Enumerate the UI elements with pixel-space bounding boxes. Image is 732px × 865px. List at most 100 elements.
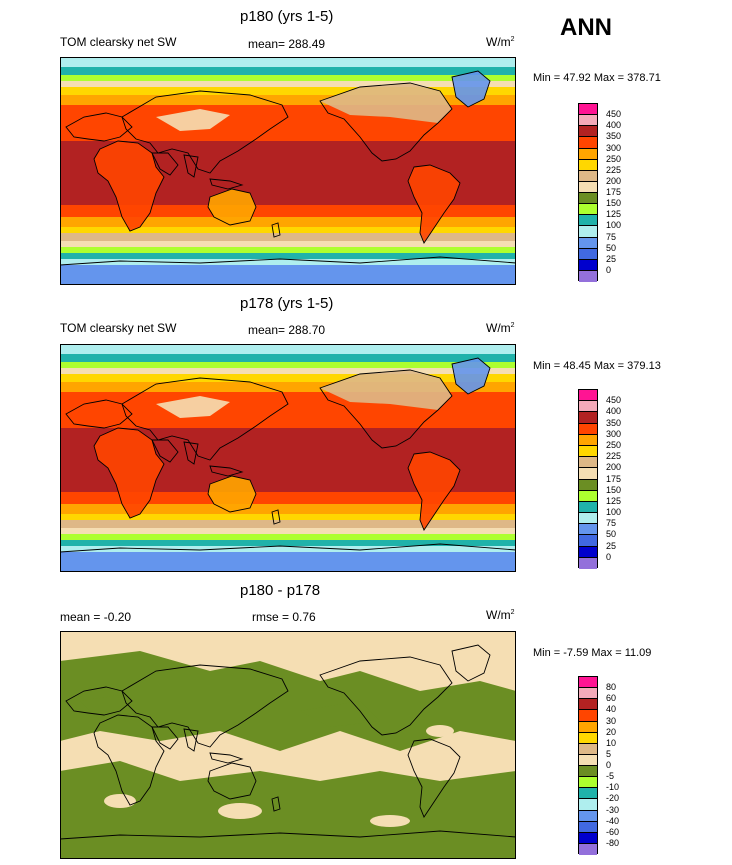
- map-diff-region: [80, 695, 140, 721]
- colorbar-swatch: [579, 766, 597, 778]
- colorbar-tick-label: 0: [606, 264, 612, 275]
- colorbar-swatch: [579, 412, 597, 424]
- map-diff-region: [152, 743, 188, 759]
- coastline: [60, 543, 516, 572]
- colorbar-tick-label: -80: [606, 837, 620, 848]
- colorbar-tick-label: 25: [606, 540, 617, 551]
- map-frame: [60, 57, 516, 285]
- colorbar-swatch: [579, 788, 597, 800]
- colorbar-swatch: [579, 423, 597, 435]
- colorbar-swatch: [579, 546, 597, 558]
- colorbar-tick-label: 400: [606, 120, 622, 131]
- colorbar-swatch: [579, 215, 597, 227]
- map-band: [60, 382, 516, 392]
- colorbar-tick-label: 400: [606, 406, 622, 417]
- panel-3-title: p180 - p178: [240, 582, 321, 599]
- panel-2-units: W/m2: [486, 321, 515, 335]
- coastline: [209, 178, 244, 190]
- coastline: [407, 738, 461, 818]
- map-band: [60, 57, 516, 67]
- map-band: [60, 546, 516, 552]
- colorbar-swatch: [579, 754, 597, 766]
- map-diff-region: [336, 751, 384, 771]
- coastline: [93, 427, 165, 519]
- map-diff-region: [218, 803, 262, 819]
- colorbar-swatch: [579, 390, 597, 402]
- colorbar-tick-label: -40: [606, 815, 620, 826]
- colorbar-swatch: [579, 457, 597, 469]
- colorbar-swatch: [579, 535, 597, 547]
- colorbar-tick-label: 100: [606, 220, 622, 231]
- colorbar-swatch: [579, 270, 597, 282]
- colorbar-swatch: [579, 126, 597, 138]
- coastline: [151, 439, 199, 465]
- colorbar-swatch: [579, 237, 597, 249]
- colorbar-tick-label: 150: [606, 198, 622, 209]
- colorbar-tick-label: 10: [606, 737, 617, 748]
- map-land-fill: [452, 71, 490, 107]
- colorbar-swatch: [579, 479, 597, 491]
- colorbar-swatch: [579, 226, 597, 238]
- colorbar-tick-label: 300: [606, 428, 622, 439]
- map-diff-region: [300, 701, 380, 727]
- colorbar-tick-label: 450: [606, 109, 622, 120]
- colorbar-tick-label: 250: [606, 153, 622, 164]
- colorbar-tick-label: -60: [606, 826, 620, 837]
- colorbar-swatch: [579, 832, 597, 844]
- panel-3-colorbar: [578, 676, 598, 855]
- map-band: [60, 205, 516, 217]
- colorbar-tick-label: -10: [606, 782, 620, 793]
- colorbar-swatch: [579, 810, 597, 822]
- colorbar-swatch: [579, 524, 597, 536]
- map-land-fill: [94, 141, 164, 231]
- panel-3-minmax: Min = -7.59 Max = 11.09: [533, 647, 652, 659]
- map-band: [60, 95, 516, 105]
- map-band: [60, 265, 516, 285]
- coastline: [319, 82, 453, 162]
- panel-1-variable: TOM clearsky net SW: [60, 35, 177, 49]
- map-land-fill: [320, 83, 452, 123]
- map-land-fill: [208, 476, 256, 512]
- colorbar-swatch: [579, 159, 597, 171]
- coastline: [451, 357, 491, 395]
- colorbar-swatch: [579, 193, 597, 205]
- colorbar-tick-label: 30: [606, 715, 617, 726]
- panel-1-title: p180 (yrs 1-5): [240, 8, 334, 25]
- coastline: [407, 164, 461, 244]
- colorbar-tick-label: 200: [606, 175, 622, 186]
- colorbar-swatch: [579, 204, 597, 216]
- colorbar-tick-label: 75: [606, 231, 617, 242]
- coastline: [271, 796, 281, 812]
- map-band: [60, 227, 516, 233]
- panel-2-variable: TOM clearsky net SW: [60, 321, 177, 335]
- map-diff-region: [60, 761, 516, 859]
- coastline: [121, 90, 289, 174]
- panel-3-map-svg: [60, 631, 516, 859]
- map-band: [60, 520, 516, 528]
- colorbar-swatch: [579, 259, 597, 271]
- colorbar-tick-label: 80: [606, 682, 617, 693]
- colorbar-swatch: [579, 434, 597, 446]
- map-frame: [60, 631, 516, 859]
- coastline: [121, 377, 289, 461]
- panel-1-map-svg: [60, 57, 516, 285]
- coastline: [271, 509, 281, 525]
- panel-2-title: p178 (yrs 1-5): [240, 295, 334, 312]
- panel-3-map: [60, 631, 516, 859]
- map-diff-region: [60, 651, 516, 751]
- coastline: [65, 686, 133, 716]
- colorbar-swatch: [579, 710, 597, 722]
- colorbar-swatch: [579, 490, 597, 502]
- colorbar-swatch: [579, 248, 597, 260]
- coastline: [65, 112, 133, 142]
- colorbar-swatch: [579, 445, 597, 458]
- map-band: [60, 87, 516, 95]
- colorbar-tick-label: -5: [606, 771, 615, 782]
- panel-3-mean: mean = -0.20: [60, 610, 132, 624]
- map-band: [60, 492, 516, 504]
- colorbar-swatch: [579, 115, 597, 127]
- colorbar-tick-label: 40: [606, 704, 617, 715]
- coastline: [121, 664, 289, 748]
- map-band: [60, 534, 516, 540]
- coastline: [451, 644, 491, 682]
